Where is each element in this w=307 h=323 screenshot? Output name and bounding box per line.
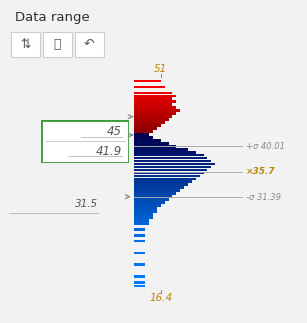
Bar [134,178,196,180]
Bar [134,195,173,198]
Bar [134,148,188,151]
Bar [134,234,145,236]
Bar [134,130,153,133]
Bar [134,228,145,231]
Bar [134,142,169,145]
Text: 16.4: 16.4 [149,293,172,303]
Bar [134,166,212,168]
Bar [134,189,180,192]
Bar [134,163,215,165]
Bar [134,186,184,189]
Text: ↶: ↶ [84,38,95,51]
Bar [134,174,200,177]
Bar [134,151,196,153]
Bar [134,198,169,201]
Bar [134,91,173,94]
Bar [134,86,165,88]
Text: 41.9: 41.9 [96,145,122,158]
Bar [134,115,173,118]
Bar [134,183,188,186]
Bar [134,133,149,136]
Bar [134,281,145,284]
Text: Data range: Data range [15,11,90,24]
Bar [134,219,149,222]
Bar [134,275,145,278]
Bar [134,112,176,115]
Bar [134,136,153,139]
Bar [134,285,145,287]
Bar [134,127,157,130]
Bar [134,222,149,225]
Text: 31.5: 31.5 [75,199,98,209]
Text: ⇅: ⇅ [20,38,30,51]
FancyBboxPatch shape [43,32,72,57]
Bar [134,252,145,254]
Bar [134,121,165,124]
Bar [134,210,157,213]
Text: ⌕: ⌕ [54,38,61,51]
Bar [134,181,192,183]
Bar [134,80,161,82]
Bar [134,216,153,219]
Bar [134,160,212,162]
Bar [134,98,173,100]
Text: -σ 31.39: -σ 31.39 [246,193,281,202]
Bar [134,109,180,112]
Bar [134,157,208,160]
Bar [134,154,204,156]
Bar [134,204,161,207]
Bar [134,139,161,142]
Bar [134,213,153,216]
Bar [134,103,173,106]
Bar [134,172,204,174]
Bar [134,169,208,171]
Bar [134,240,145,243]
Text: 51: 51 [154,64,167,74]
Bar [134,145,176,148]
Text: ×35.7: ×35.7 [246,167,275,176]
Text: +σ 40.01: +σ 40.01 [246,142,285,151]
Bar [134,100,176,103]
Bar [134,106,176,109]
Bar [134,124,161,127]
Bar [134,118,169,121]
Bar [134,264,145,266]
FancyBboxPatch shape [11,32,40,57]
Bar [134,207,157,210]
Text: 45: 45 [107,125,122,138]
Bar [134,201,165,204]
Bar [134,95,176,97]
Bar [134,192,176,195]
FancyBboxPatch shape [75,32,104,57]
Bar [134,133,149,136]
